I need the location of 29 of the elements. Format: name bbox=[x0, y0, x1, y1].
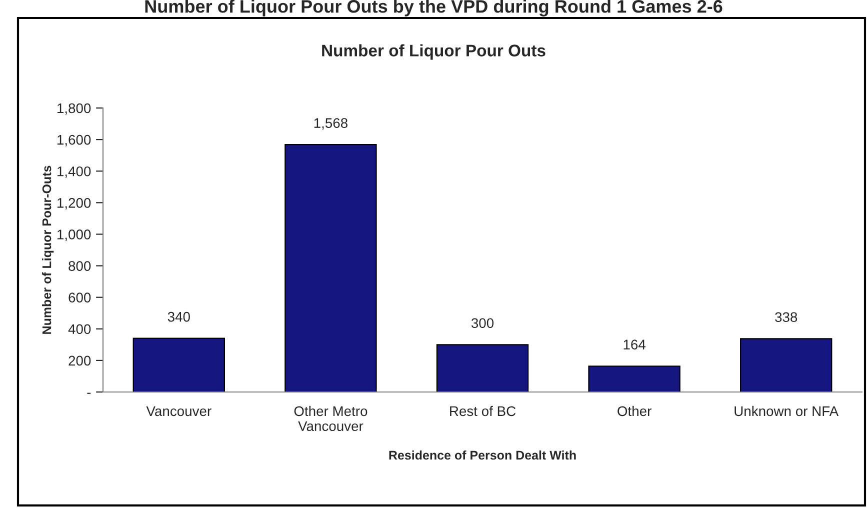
x-tick-label: Other bbox=[618, 406, 652, 416]
y-tick-label: 800 bbox=[68, 261, 91, 271]
bar bbox=[436, 344, 529, 392]
y-tick-label: 1,600 bbox=[58, 134, 91, 146]
data-label: 300 bbox=[471, 318, 494, 328]
y-tick-label: 600 bbox=[68, 292, 91, 303]
bar bbox=[132, 338, 225, 392]
x-axis-title: Residence of Person Dealt With bbox=[389, 450, 576, 460]
chart-subtitle: Number of Liquor Pour Outs bbox=[322, 44, 546, 60]
data-label: 340 bbox=[168, 312, 190, 322]
y-tick-label: 1,200 bbox=[58, 198, 91, 210]
x-tick-label: Vancouver bbox=[146, 406, 212, 416]
x-tick-label: Rest of BC bbox=[450, 406, 516, 416]
x-tick-label: Other Metro Vancouver bbox=[294, 406, 368, 432]
data-label: 1,568 bbox=[314, 118, 348, 130]
bar bbox=[284, 144, 377, 392]
y-tick-label: 400 bbox=[68, 324, 91, 334]
bar bbox=[740, 338, 832, 392]
y-tick-label: 200 bbox=[68, 356, 91, 366]
x-tick-label: Unknown or NFA bbox=[734, 406, 839, 416]
y-tick-label: - bbox=[87, 392, 91, 394]
chart-title: Number of Liquor Pour Outs by the VPD during Round 1 Games 2-6 bbox=[145, 0, 722, 16]
data-label: 338 bbox=[775, 312, 798, 322]
data-label: 164 bbox=[624, 340, 646, 350]
y-axis-title: Number of Liquor Pour-Outs bbox=[42, 166, 54, 334]
y-tick-label: 1,400 bbox=[58, 166, 91, 178]
bar bbox=[588, 366, 680, 392]
y-tick-label: 1,000 bbox=[58, 230, 91, 242]
y-tick-label: 1,800 bbox=[58, 103, 91, 115]
